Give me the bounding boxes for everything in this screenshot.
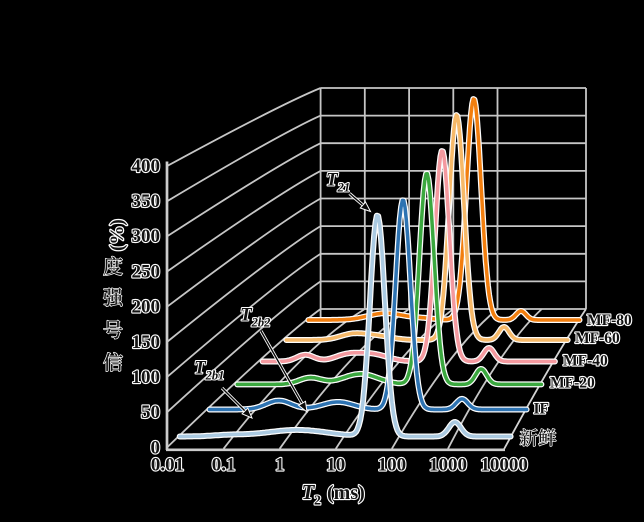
svg-text:MF-60: MF-60 [575,330,620,347]
svg-text:1000: 1000 [429,455,467,476]
svg-text:10: 10 [326,455,345,476]
svg-text:(%): (%) [107,219,128,251]
svg-text:T: T [194,358,207,379]
svg-text:IF: IF [534,401,550,418]
svg-text:2b2: 2b2 [251,316,271,330]
svg-text:MF-40: MF-40 [563,353,608,370]
svg-text:0: 0 [151,437,161,458]
svg-text:100: 100 [378,455,407,476]
svg-text:MF-80: MF-80 [587,312,632,329]
svg-text:(ms): (ms) [327,482,365,504]
svg-text:300: 300 [132,226,161,247]
svg-text:2: 2 [314,494,321,509]
svg-text:400: 400 [132,156,161,177]
svg-text:50: 50 [141,402,160,423]
svg-text:150: 150 [132,332,161,353]
svg-text:T: T [240,305,253,326]
svg-text:21: 21 [337,181,351,195]
svg-text:0.01: 0.01 [151,455,184,476]
svg-text:10000: 10000 [480,455,528,476]
svg-text:T: T [302,480,316,504]
svg-text:2b1: 2b1 [205,369,225,383]
svg-text:250: 250 [132,261,161,282]
svg-text:0.1: 0.1 [212,455,236,476]
svg-text:1: 1 [275,455,285,476]
svg-text:200: 200 [132,297,161,318]
svg-text:100: 100 [132,367,161,388]
svg-text:350: 350 [132,191,161,212]
svg-text:MF-20: MF-20 [550,375,595,392]
svg-text:T: T [326,170,339,191]
